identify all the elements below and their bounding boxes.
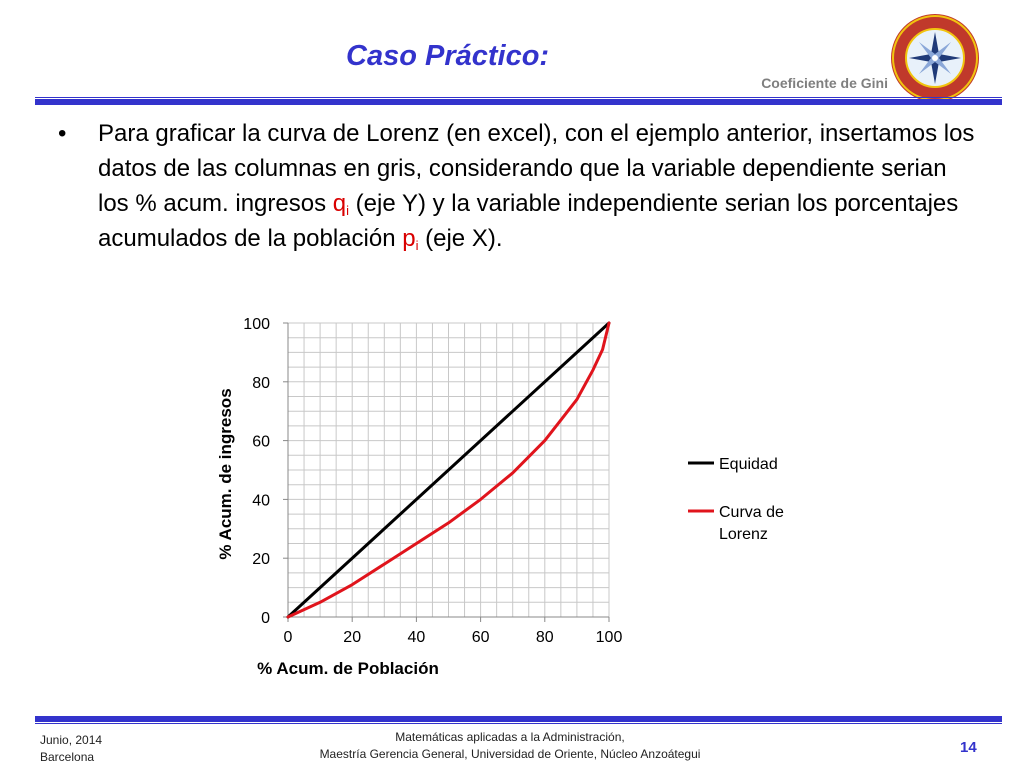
variable-p-subscript: i <box>415 238 419 253</box>
footer-date: Junio, 2014 <box>40 733 103 747</box>
footer-rule <box>35 716 1002 722</box>
bullet-text-part1: Para graficar la curva de Lorenz (en exc… <box>98 120 975 217</box>
footer-course-line2: Maestría Gerencia General, Universidad d… <box>319 747 701 761</box>
x-axis-title: % Acum. de Población <box>257 659 439 678</box>
y-tick-label: 20 <box>252 551 270 568</box>
bullet-text: Para graficar la curva de Lorenz (en exc… <box>98 116 978 256</box>
variable-p-letter: p <box>402 225 416 252</box>
x-tick-label: 100 <box>596 629 623 646</box>
legend-label: Equidad <box>719 456 778 473</box>
footer-course: Matemáticas aplicadas a la Administració… <box>260 729 760 763</box>
footer-course-line1: Matemáticas aplicadas a la Administració… <box>395 730 625 744</box>
variable-q-subscript: i <box>346 203 350 218</box>
y-axis-title: % Acum. de ingresos <box>216 388 235 559</box>
page-title: Caso Práctico: <box>346 40 550 72</box>
variable-q-letter: q <box>332 190 347 217</box>
footer-rule-thin <box>35 723 1002 724</box>
bullet-text-part3: (eje X). <box>418 225 503 252</box>
series-line-equidad <box>286 321 611 619</box>
y-tick-label: 40 <box>252 492 270 509</box>
footer-city: Barcelona <box>40 750 95 764</box>
x-tick-label: 0 <box>284 629 293 646</box>
variable-p: pi <box>402 225 418 252</box>
footer-date-place: Junio, 2014 Barcelona <box>40 732 102 766</box>
y-tick-label: 80 <box>252 375 270 392</box>
x-tick-label: 60 <box>472 629 490 646</box>
topic-label: Coeficiente de Gini <box>761 75 888 91</box>
university-seal-logo <box>891 14 979 102</box>
y-tick-label: 100 <box>243 316 270 333</box>
legend-label: Curva de Lorenz <box>719 504 784 543</box>
header-rule-thin <box>35 97 1002 98</box>
x-tick-label: 20 <box>343 629 361 646</box>
header-rule <box>35 99 1002 105</box>
page-number: 14 <box>960 739 977 756</box>
lorenz-chart: 0 20 40 60 80 100 0 20 40 60 80 100 % Acum. de Pobla… <box>216 316 784 678</box>
y-tick-label: 0 <box>261 610 270 627</box>
variable-q: qi <box>333 190 349 217</box>
x-tick-label: 80 <box>536 629 554 646</box>
series-line-lorenz <box>286 321 611 619</box>
x-tick-label: 40 <box>408 629 426 646</box>
bullet-marker: • <box>58 120 67 147</box>
y-tick-label: 60 <box>252 434 270 451</box>
bullet-text-part2: (eje Y) y la variable independiente seri… <box>98 190 959 252</box>
